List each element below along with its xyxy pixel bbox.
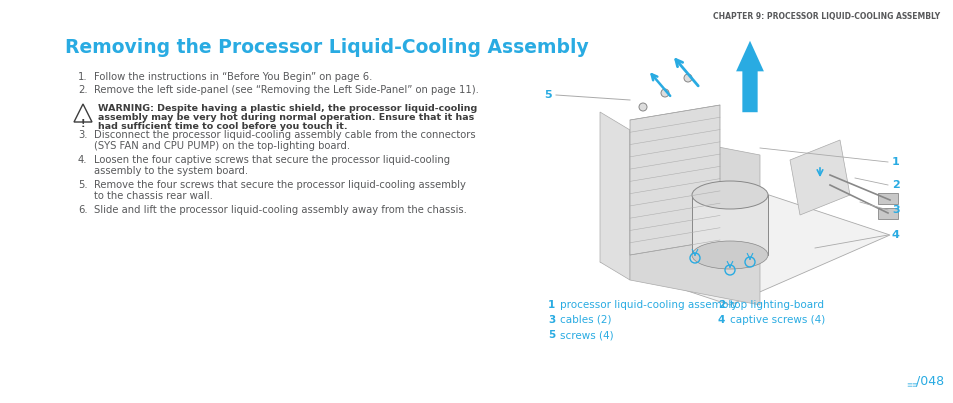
Bar xyxy=(691,195,767,255)
Text: /048: /048 xyxy=(915,375,943,388)
Circle shape xyxy=(660,89,668,97)
Text: 3.: 3. xyxy=(78,130,88,140)
Circle shape xyxy=(639,103,646,111)
Text: captive screws (4): captive screws (4) xyxy=(729,315,824,325)
Text: Disconnect the processor liquid-cooling assembly cable from the connectors: Disconnect the processor liquid-cooling … xyxy=(94,130,476,140)
Text: Removing the Processor Liquid-Cooling Assembly: Removing the Processor Liquid-Cooling As… xyxy=(65,38,588,57)
Bar xyxy=(877,193,897,204)
Text: (SYS FAN and CPU PUMP) on the top-lighting board.: (SYS FAN and CPU PUMP) on the top-lighti… xyxy=(94,141,350,151)
Text: top lighting-board: top lighting-board xyxy=(729,300,823,310)
Polygon shape xyxy=(629,130,760,305)
Text: screws (4): screws (4) xyxy=(559,330,613,340)
Ellipse shape xyxy=(691,241,767,269)
Text: 5: 5 xyxy=(547,330,555,340)
Text: 3: 3 xyxy=(891,205,899,215)
Ellipse shape xyxy=(691,181,767,209)
Text: Remove the left side-panel (see “Removing the Left Side-Panel” on page 11).: Remove the left side-panel (see “Removin… xyxy=(94,85,478,95)
Text: CHAPTER 9: PROCESSOR LIQUID-COOLING ASSEMBLY: CHAPTER 9: PROCESSOR LIQUID-COOLING ASSE… xyxy=(712,12,939,21)
Text: 4: 4 xyxy=(718,315,724,325)
Bar xyxy=(877,208,897,219)
Text: Follow the instructions in “Before You Begin” on page 6.: Follow the instructions in “Before You B… xyxy=(94,72,372,82)
Text: 1: 1 xyxy=(891,157,899,167)
Text: assembly to the system board.: assembly to the system board. xyxy=(94,166,248,176)
Text: 3: 3 xyxy=(547,315,555,325)
Polygon shape xyxy=(599,112,629,280)
Text: 6.: 6. xyxy=(78,205,88,215)
Text: 1: 1 xyxy=(547,300,555,310)
Text: had sufficient time to cool before you touch it.: had sufficient time to cool before you t… xyxy=(98,122,347,131)
Text: 2: 2 xyxy=(718,300,724,310)
Polygon shape xyxy=(599,192,889,305)
Text: 4.: 4. xyxy=(78,155,88,165)
Text: 1.: 1. xyxy=(78,72,88,82)
Text: Loosen the four captive screws that secure the processor liquid-cooling: Loosen the four captive screws that secu… xyxy=(94,155,450,165)
Text: 2.: 2. xyxy=(78,85,88,95)
Text: 4: 4 xyxy=(891,230,899,240)
Text: Remove the four screws that secure the processor liquid-cooling assembly: Remove the four screws that secure the p… xyxy=(94,180,465,190)
Text: 2: 2 xyxy=(891,180,899,190)
Text: 5: 5 xyxy=(544,90,552,100)
Text: to the chassis rear wall.: to the chassis rear wall. xyxy=(94,191,213,201)
Text: 5.: 5. xyxy=(78,180,88,190)
Text: cables (2): cables (2) xyxy=(559,315,611,325)
Polygon shape xyxy=(629,105,720,255)
Circle shape xyxy=(683,74,691,82)
Text: Slide and lift the processor liquid-cooling assembly away from the chassis.: Slide and lift the processor liquid-cool… xyxy=(94,205,466,215)
Text: processor liquid-cooling assembly: processor liquid-cooling assembly xyxy=(559,300,737,310)
Polygon shape xyxy=(789,140,849,215)
Text: ≡≡: ≡≡ xyxy=(905,382,917,388)
Text: WARNING: Despite having a plastic shield, the processor liquid-cooling: WARNING: Despite having a plastic shield… xyxy=(98,104,476,113)
Text: assembly may be very hot during normal operation. Ensure that it has: assembly may be very hot during normal o… xyxy=(98,113,474,122)
Text: !: ! xyxy=(81,119,85,129)
